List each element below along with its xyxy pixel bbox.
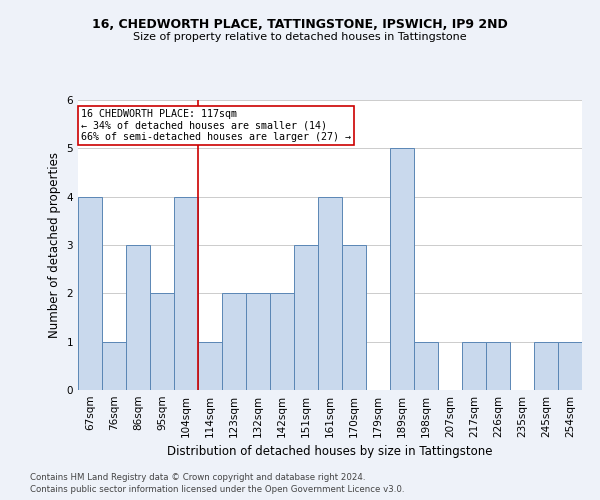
- Text: Contains public sector information licensed under the Open Government Licence v3: Contains public sector information licen…: [30, 485, 404, 494]
- X-axis label: Distribution of detached houses by size in Tattingstone: Distribution of detached houses by size …: [167, 446, 493, 458]
- Bar: [318, 196, 342, 390]
- Bar: [342, 245, 366, 390]
- Bar: [534, 342, 558, 390]
- Bar: [222, 294, 246, 390]
- Text: Contains HM Land Registry data © Crown copyright and database right 2024.: Contains HM Land Registry data © Crown c…: [30, 472, 365, 482]
- Bar: [486, 342, 510, 390]
- Y-axis label: Number of detached properties: Number of detached properties: [48, 152, 61, 338]
- Text: Size of property relative to detached houses in Tattingstone: Size of property relative to detached ho…: [133, 32, 467, 42]
- Bar: [102, 342, 126, 390]
- Bar: [558, 342, 582, 390]
- Text: 16 CHEDWORTH PLACE: 117sqm
← 34% of detached houses are smaller (14)
66% of semi: 16 CHEDWORTH PLACE: 117sqm ← 34% of deta…: [80, 108, 350, 142]
- Bar: [150, 294, 174, 390]
- Bar: [462, 342, 486, 390]
- Bar: [246, 294, 270, 390]
- Bar: [174, 196, 198, 390]
- Bar: [414, 342, 438, 390]
- Bar: [78, 196, 102, 390]
- Bar: [390, 148, 414, 390]
- Text: 16, CHEDWORTH PLACE, TATTINGSTONE, IPSWICH, IP9 2ND: 16, CHEDWORTH PLACE, TATTINGSTONE, IPSWI…: [92, 18, 508, 30]
- Bar: [198, 342, 222, 390]
- Bar: [294, 245, 318, 390]
- Bar: [270, 294, 294, 390]
- Bar: [126, 245, 150, 390]
